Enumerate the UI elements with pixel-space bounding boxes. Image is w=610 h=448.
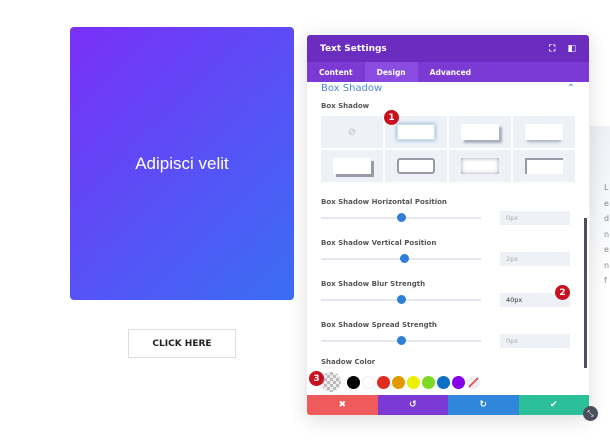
side-letter: d (604, 214, 610, 223)
slider[interactable] (321, 254, 481, 263)
side-letter: e (604, 198, 609, 208)
panel-tabs: Content Design Advanced (307, 62, 589, 82)
value-input[interactable]: 0px (500, 334, 570, 348)
field-3: Box Shadow Spread Strength 0px (321, 321, 575, 348)
redo-button[interactable]: ↻ (448, 395, 519, 415)
side-letter: e (604, 245, 609, 254)
panel-title: Text Settings (320, 43, 387, 54)
side-letter: n (604, 229, 610, 239)
chevron-up-icon[interactable]: ⌃ (566, 83, 575, 94)
side-letter: n (604, 260, 610, 270)
color-swatch[interactable] (422, 375, 435, 389)
preset-none[interactable]: ⊘ (321, 116, 383, 148)
value-input[interactable]: 2px (500, 252, 570, 266)
step-badge-2: 2 (555, 285, 570, 300)
tab-content[interactable]: Content (319, 67, 353, 77)
preset-3[interactable] (513, 116, 575, 148)
slider-handle[interactable] (397, 213, 406, 222)
preset-7[interactable] (513, 150, 575, 182)
value-input[interactable]: 40px (500, 293, 570, 307)
field-label: Box Shadow Horizontal Position (321, 198, 447, 206)
panel-footer: ✖ ↺ ↻ ✔ (307, 395, 589, 415)
color-swatches (321, 372, 575, 392)
value-input[interactable]: 0px (500, 211, 570, 225)
color-swatch[interactable] (392, 375, 405, 389)
scrollbar[interactable] (584, 218, 587, 368)
preset-2[interactable] (449, 116, 511, 148)
no-icon: ⊘ (347, 126, 357, 138)
cancel-button[interactable]: ✖ (307, 395, 378, 415)
panel-body: Box Shadow ⌃ Box Shadow ⊘ Box Shadow Hori… (307, 82, 589, 395)
resize-handle-icon[interactable]: ⤡ (583, 406, 598, 421)
section-box-shadow[interactable]: Box Shadow ⌃ (321, 82, 575, 95)
no-color-swatch[interactable] (467, 375, 480, 389)
slider-handle[interactable] (397, 295, 406, 304)
fullscreen-icon[interactable]: ⛶ (549, 43, 556, 54)
color-swatch[interactable] (362, 375, 375, 389)
color-swatch[interactable] (437, 375, 450, 389)
side-module-background (590, 126, 610, 286)
field-label: Box Shadow Blur Strength (321, 280, 426, 288)
slider[interactable] (321, 213, 481, 222)
side-letter: L (604, 183, 609, 192)
field-label: Box Shadow Vertical Position (321, 239, 437, 247)
text-settings-panel: Text Settings ⛶ ◧ Content Design Advance… (307, 35, 589, 415)
save-button[interactable]: ✔ (518, 395, 589, 415)
field-label: Box Shadow Spread Strength (321, 321, 437, 329)
color-swatch[interactable] (452, 375, 465, 389)
box-shadow-label: Box Shadow (321, 102, 370, 110)
slider[interactable] (321, 336, 481, 345)
box-shadow-presets: ⊘ (321, 116, 575, 182)
preview-heading: Adipisci velit (135, 153, 229, 173)
color-picker[interactable] (321, 372, 341, 392)
step-badge-3: 3 (309, 371, 324, 386)
panel-header: Text Settings ⛶ ◧ (307, 35, 589, 62)
preset-4[interactable] (321, 150, 383, 182)
side-letter: f (604, 276, 607, 285)
shadow-color-label: Shadow Color (321, 358, 376, 366)
color-swatch[interactable] (377, 375, 390, 389)
slider-handle[interactable] (397, 336, 406, 345)
slider-handle[interactable] (400, 254, 410, 263)
field-1: Box Shadow Vertical Position 2px (321, 239, 575, 266)
sidebar-icon[interactable]: ◧ (567, 43, 576, 54)
preview-text-module[interactable]: Adipisci velit (70, 27, 294, 300)
undo-button[interactable]: ↺ (377, 395, 448, 415)
field-0: Box Shadow Horizontal Position 0px (321, 198, 575, 225)
step-badge-1: 1 (384, 110, 399, 125)
slider[interactable] (321, 295, 481, 304)
section-title: Box Shadow (321, 83, 383, 94)
field-2: Box Shadow Blur Strength 40px (321, 280, 575, 307)
tab-advanced[interactable]: Advanced (429, 67, 472, 77)
tab-design[interactable]: Design (364, 62, 418, 82)
preset-5[interactable] (385, 150, 447, 182)
click-here-button[interactable]: CLICK HERE (128, 329, 236, 358)
color-swatch[interactable] (407, 375, 420, 389)
preset-6[interactable] (449, 150, 511, 182)
preset-1[interactable] (385, 116, 447, 148)
color-swatch[interactable] (347, 375, 360, 389)
